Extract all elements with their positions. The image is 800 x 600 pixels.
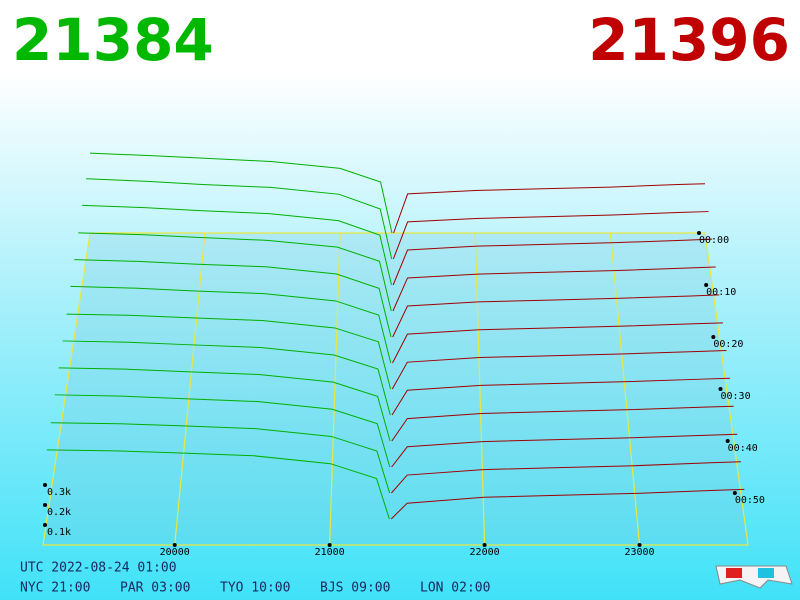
depth-tick <box>43 523 47 527</box>
bid-depth-line <box>86 178 393 260</box>
ask-depth-line <box>391 405 734 442</box>
bid-depth-line <box>78 232 392 312</box>
time-tick <box>711 335 716 339</box>
bid-depth-line <box>70 285 392 364</box>
city-clock: BJS 09:00 <box>320 581 390 596</box>
bid-depth-line <box>58 367 391 442</box>
best-ask: 21396 <box>588 6 790 74</box>
price-tick <box>327 543 332 547</box>
ask-depth-line <box>392 266 716 312</box>
bid-depth-line <box>50 422 391 494</box>
bid-depth-line <box>82 204 392 286</box>
bid-depth-line <box>46 449 390 520</box>
time-tick-label: 00:40 <box>728 443 758 454</box>
utc-time: UTC 2022-08-24 01:00 <box>20 561 177 576</box>
time-tick-label: 00:30 <box>721 391 751 402</box>
city-clock: PAR 03:00 <box>120 581 190 596</box>
time-tick-label: 00:00 <box>699 235 729 246</box>
depth-tick <box>43 503 47 507</box>
time-tick-label: 00:20 <box>713 339 743 350</box>
ask-depth-line <box>390 488 745 520</box>
time-tick <box>732 491 737 495</box>
price-tick-label: 21000 <box>315 547 345 558</box>
depth-tick-label: 0.1k <box>47 527 71 538</box>
ask-depth-line <box>393 183 706 234</box>
ask-depth-line <box>391 377 731 416</box>
price-tick <box>482 543 487 547</box>
price-tick <box>172 543 177 547</box>
city-clock: LON 02:00 <box>420 581 490 596</box>
price-grid-line <box>329 232 341 546</box>
time-tick <box>718 387 723 391</box>
price-tick-label: 20000 <box>160 547 190 558</box>
time-tick <box>704 283 709 287</box>
time-tick <box>725 439 730 443</box>
depth-tick-label: 0.2k <box>47 507 71 518</box>
bid-depth-line <box>54 394 391 468</box>
price-tick <box>637 543 642 547</box>
ask-depth-line <box>392 211 709 260</box>
ask-depth-line <box>392 294 720 338</box>
ask-depth-line <box>392 322 723 364</box>
ask-depth-line <box>391 433 738 468</box>
bid-depth-line <box>62 340 391 416</box>
price-tick-label: 22000 <box>470 547 500 558</box>
city-clock: TYO 10:00 <box>220 581 290 596</box>
best-bid: 21384 <box>12 6 214 74</box>
glasses-icon <box>715 565 793 589</box>
bid-depth-line <box>66 313 392 390</box>
price-tick-label: 23000 <box>624 547 654 558</box>
time-tick <box>697 231 701 235</box>
depth-tick-label: 0.3k <box>47 487 71 498</box>
bid-depth-line <box>74 259 392 338</box>
ask-depth-line <box>392 238 713 286</box>
time-tick-label: 00:10 <box>706 287 736 298</box>
ask-depth-line <box>391 350 727 390</box>
price-grid-line <box>174 232 206 546</box>
city-clock: NYC 21:00 <box>20 581 90 596</box>
ask-depth-line <box>391 461 741 494</box>
price-grid-line <box>474 232 486 546</box>
bid-depth-line <box>89 152 393 234</box>
depth-tick <box>43 483 47 487</box>
time-tick-label: 00:50 <box>735 495 765 506</box>
